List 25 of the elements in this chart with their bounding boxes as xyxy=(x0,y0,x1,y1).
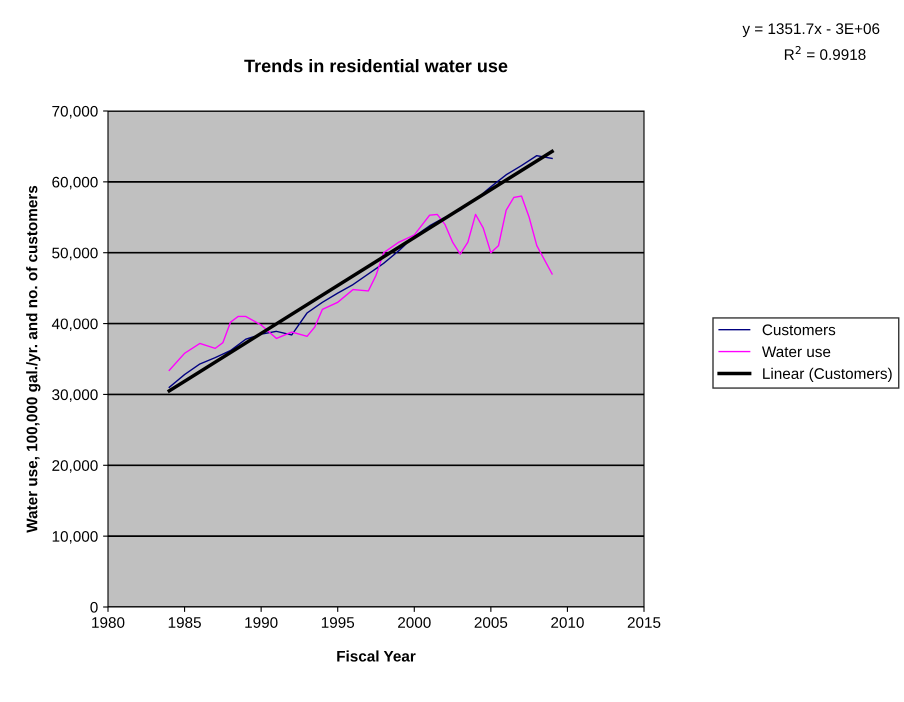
legend-label: Linear (Customers) xyxy=(763,368,892,382)
y-axis-title: Water use, 100,000 gal./yr. and no. of customers xyxy=(26,186,40,533)
line-series xyxy=(168,195,553,372)
x-tick-label: 1980 xyxy=(92,617,124,628)
legend-label: Customers xyxy=(762,324,836,336)
x-tick-label: 2000 xyxy=(398,617,431,628)
chart-title: Trends in residential water use xyxy=(244,59,508,72)
y-tick-label: 20,000 xyxy=(52,460,98,473)
y-tick-label: 30,000 xyxy=(52,389,98,402)
x-tick-label: 2015 xyxy=(628,617,660,628)
y-tick-label: 70,000 xyxy=(52,106,98,118)
y-tick-label: 60,000 xyxy=(52,176,98,190)
x-tick-label: 1990 xyxy=(245,617,278,628)
y-tick-label: 0 xyxy=(90,602,98,613)
y-tick-label: 50,000 xyxy=(52,248,98,260)
text: y = 1351.7x - 3E+06 xyxy=(742,23,880,38)
y-tick-label: 40,000 xyxy=(52,318,98,332)
legend-label: Water use xyxy=(762,346,830,358)
y-tick-label: 10,000 xyxy=(52,531,98,544)
x-tick-label: 2005 xyxy=(474,617,508,628)
x-tick-label: 2010 xyxy=(551,617,584,628)
x-axis-title: Fiscal Year xyxy=(337,650,416,662)
x-tick-label: 1985 xyxy=(168,617,201,628)
x-tick-label: 1995 xyxy=(322,617,354,628)
text: R$^{2}$ = 0.9918 xyxy=(784,46,866,60)
